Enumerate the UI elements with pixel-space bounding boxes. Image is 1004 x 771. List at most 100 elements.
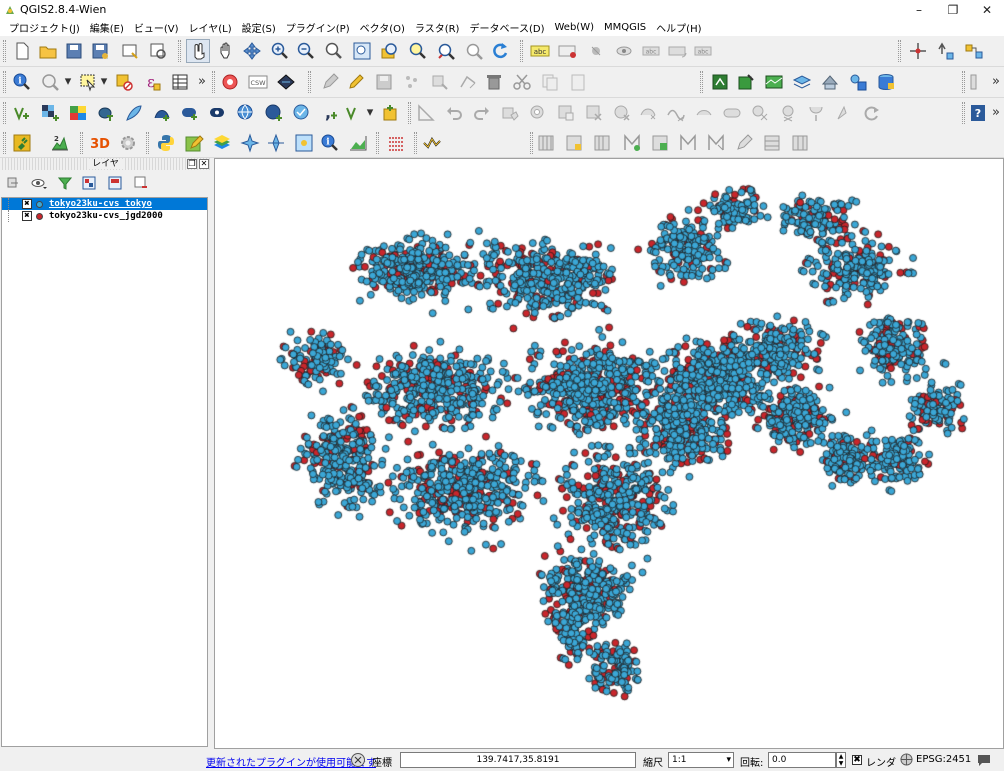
restore-button[interactable]: ❐: [947, 2, 959, 17]
pin-labels-button[interactable]: [556, 39, 580, 63]
current-edits-button[interactable]: [318, 70, 342, 94]
field-calculator-button[interactable]: [384, 131, 408, 155]
add-wfs-layer-button[interactable]: [290, 101, 314, 125]
toolbar-grip[interactable]: [80, 132, 83, 154]
csw-button[interactable]: CSW: [246, 70, 270, 94]
deselect-all-button[interactable]: [112, 70, 136, 94]
crs-button[interactable]: EPSG:2451: [916, 754, 972, 765]
add-db2-layer-button[interactable]: [206, 101, 230, 125]
toolbar-overflow-icon[interactable]: »: [992, 105, 1000, 120]
delete-ring-button[interactable]: [582, 101, 606, 125]
crs-globe-icon[interactable]: [900, 753, 913, 766]
rotate-label-button[interactable]: [666, 39, 690, 63]
show-hide-labels-button[interactable]: [612, 39, 636, 63]
add-vector-layer-button[interactable]: [10, 101, 34, 125]
menu-vector[interactable]: ベクタ(O): [359, 24, 405, 35]
coordinate-field[interactable]: 139.7417,35.8191: [400, 752, 636, 768]
column-button[interactable]: [966, 70, 990, 94]
toolbar-grip[interactable]: [962, 71, 965, 93]
toolbar-grip[interactable]: [520, 40, 523, 62]
add-wms-button[interactable]: [234, 101, 258, 125]
menu-plugins[interactable]: プラグイン(P): [285, 24, 350, 35]
raster-align-button[interactable]: [562, 131, 586, 155]
change-label-button[interactable]: abc: [692, 39, 716, 63]
add-point-feature-button[interactable]: [400, 70, 424, 94]
cut-features-button[interactable]: [510, 70, 534, 94]
remove-layer-button[interactable]: [132, 174, 150, 192]
toolbar-grip[interactable]: [898, 40, 901, 62]
toolbar-grip[interactable]: [146, 132, 149, 154]
digitize-point-button[interactable]: [906, 39, 930, 63]
rotation-input[interactable]: 0.0: [768, 752, 836, 768]
plugin-manager-button[interactable]: [10, 131, 34, 155]
toolbar-grip[interactable]: [414, 132, 417, 154]
add-wfs-button[interactable]: [790, 70, 814, 94]
menu-raster[interactable]: ラスタ(R): [414, 24, 460, 35]
move-label-button[interactable]: abc: [640, 39, 664, 63]
toolbar-grip[interactable]: [178, 40, 181, 62]
menu-mmqgis[interactable]: MMQGIS: [603, 22, 647, 33]
select-features-button[interactable]: [76, 70, 100, 94]
split-features-button[interactable]: [720, 101, 744, 125]
coordinate-capture-button[interactable]: [264, 131, 288, 155]
coordinate-toggle-icon[interactable]: [350, 752, 366, 768]
save-layer-edits-button[interactable]: [372, 70, 396, 94]
processing-settings-button[interactable]: [116, 131, 140, 155]
metadata-search-button[interactable]: i: [318, 131, 342, 155]
minimize-button[interactable]: –: [916, 2, 922, 17]
layer-styles-button[interactable]: [210, 131, 234, 155]
georeferencer-button[interactable]: [238, 131, 262, 155]
node-tool-button[interactable]: [962, 39, 986, 63]
menu-layer[interactable]: レイヤ(L): [188, 24, 232, 35]
refresh-button[interactable]: [488, 39, 512, 63]
node-edit-button[interactable]: [456, 70, 480, 94]
split-parts-button[interactable]: [748, 101, 772, 125]
toolbar-grip[interactable]: [408, 102, 411, 124]
python-console-button[interactable]: [154, 131, 178, 155]
toolbar-overflow-icon[interactable]: »: [198, 74, 206, 89]
plugin-updates-link[interactable]: 更新されたプラグインが使用可能です: [206, 758, 376, 769]
spatialite-plugin-button[interactable]: [708, 70, 732, 94]
zoom-last-button[interactable]: [434, 39, 458, 63]
advanced-digitizing-button[interactable]: [414, 101, 438, 125]
map-canvas[interactable]: [214, 158, 1004, 749]
add-mssql-layer-button[interactable]: [150, 101, 174, 125]
vector-tool-5-button[interactable]: [732, 131, 756, 155]
zoom-to-selection-button[interactable]: [406, 39, 430, 63]
dropdown-chevron-icon[interactable]: ▾: [100, 74, 108, 89]
new-print-composer-button[interactable]: [118, 39, 142, 63]
raster-info-button[interactable]: [590, 131, 614, 155]
layer-item-jgd2000[interactable]: ✖ tokyo23ku-cvs_jgd2000: [2, 210, 207, 222]
render-checkbox[interactable]: ✖: [852, 755, 862, 765]
toolbar-grip[interactable]: [212, 71, 215, 93]
paste-features-button[interactable]: [566, 70, 590, 94]
composer-manager-button[interactable]: [146, 39, 170, 63]
menu-edit[interactable]: 編集(E): [89, 24, 124, 35]
new-project-button[interactable]: [10, 39, 34, 63]
vector-tool-4-button[interactable]: [704, 131, 728, 155]
database-button[interactable]: [874, 70, 898, 94]
collapse-all-button[interactable]: [106, 174, 124, 192]
add-delimited-text-button[interactable]: [734, 70, 758, 94]
pan-to-selection-button[interactable]: [240, 39, 264, 63]
new-spatialite-button[interactable]: [846, 70, 870, 94]
toolbar-grip[interactable]: [308, 71, 311, 93]
add-wms-layer-button[interactable]: [218, 70, 242, 94]
filter-legend-button[interactable]: [56, 174, 74, 192]
touch-zoom-button[interactable]: [186, 39, 210, 63]
toolbar-overflow-icon[interactable]: »: [992, 74, 1000, 89]
layers-tree[interactable]: ✖ tokyo23ku-cvs_tokyo ✖ tokyo23ku-cvs_jg…: [1, 197, 208, 747]
move-feature-button[interactable]: [428, 70, 452, 94]
add-oracle-layer-button[interactable]: [178, 101, 202, 125]
edit-symbol-button[interactable]: [182, 131, 206, 155]
highlight-pinned-labels-button[interactable]: [584, 39, 608, 63]
qgis2threejs-button[interactable]: 3D: [88, 131, 112, 155]
add-feature-button[interactable]: [934, 39, 958, 63]
zoom-in-button[interactable]: [268, 39, 292, 63]
zoom-out-button[interactable]: [294, 39, 318, 63]
toolbar-grip[interactable]: [530, 132, 533, 154]
zoom-full-button[interactable]: [350, 39, 374, 63]
identify-features-button[interactable]: i: [10, 70, 34, 94]
vector-tool-2-button[interactable]: [648, 131, 672, 155]
add-raster-button[interactable]: [762, 70, 786, 94]
